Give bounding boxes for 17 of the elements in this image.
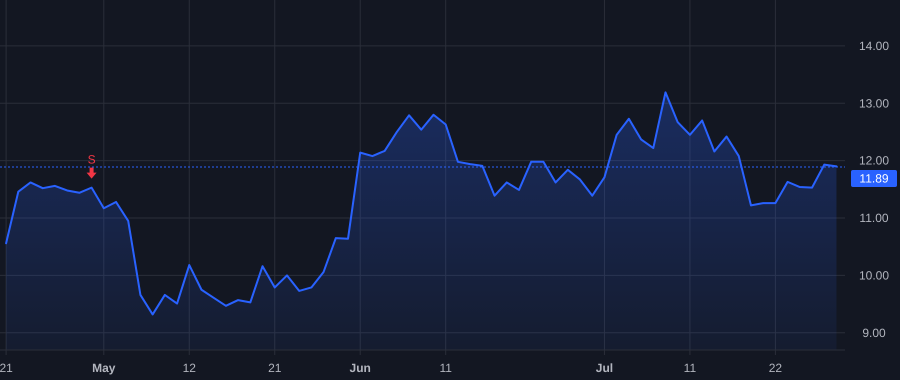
x-tick-label: 21 (0, 361, 14, 375)
y-tick-label: 13.00 (858, 96, 890, 110)
x-tick-label: 12 (182, 361, 196, 375)
y-tick-label: 14.00 (858, 38, 890, 53)
x-tick-label: May (92, 361, 116, 375)
x-tick-label: 11 (439, 361, 452, 375)
y-tick-label: 10.00 (858, 268, 890, 282)
x-tick-label: 21 (268, 361, 282, 375)
y-tick-label: 9.00 (862, 326, 886, 340)
x-tick-label: 22 (768, 361, 782, 375)
x-tick-label: 11 (684, 361, 696, 375)
annotation: S (88, 152, 96, 167)
x-tick-label: Jul (596, 361, 614, 375)
ref-line-label: 11.89 (859, 171, 889, 186)
y-tick-label: 11.00 (859, 211, 889, 226)
y-tick-label: 12.00 (858, 154, 890, 168)
x-tick-label: Jun (350, 361, 371, 375)
